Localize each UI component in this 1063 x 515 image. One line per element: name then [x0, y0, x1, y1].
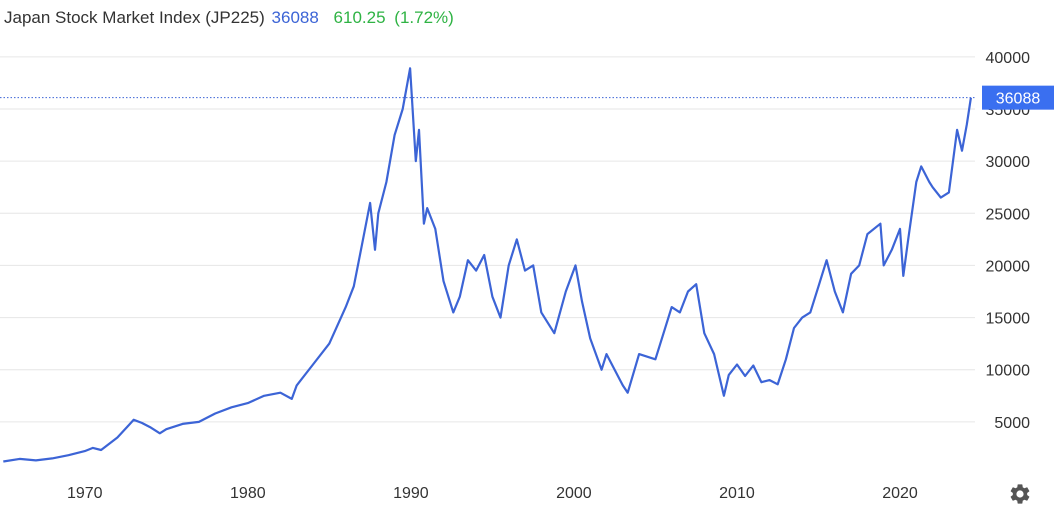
x-tick-label: 2010 — [719, 485, 755, 502]
y-tick-label: 25000 — [986, 206, 1031, 223]
index-change-percent: (1.72%) — [394, 8, 454, 27]
y-tick-label: 40000 — [986, 50, 1031, 67]
index-value: 36088 — [271, 8, 319, 27]
x-tick-label: 1990 — [393, 485, 429, 502]
y-tick-label: 5000 — [994, 415, 1030, 432]
last-value-badge — [982, 85, 1054, 110]
index-change: 610.25 — [333, 8, 386, 27]
last-value-label: 36088 — [996, 91, 1041, 108]
y-tick-label: 20000 — [986, 258, 1031, 275]
index-name: Japan Stock Market Index (JP225) — [4, 8, 265, 27]
y-tick-label: 15000 — [986, 311, 1031, 328]
chart-header: Japan Stock Market Index (JP225) 36088 6… — [4, 8, 454, 28]
x-tick-label: 2000 — [556, 485, 592, 502]
series-line — [3, 67, 972, 463]
x-tick-label: 1970 — [67, 485, 103, 502]
x-tick-label: 2020 — [882, 485, 918, 502]
y-tick-label: 30000 — [986, 154, 1031, 171]
gear-icon[interactable] — [1008, 482, 1032, 506]
y-tick-label: 10000 — [986, 363, 1031, 380]
x-tick-label: 1980 — [230, 485, 266, 502]
